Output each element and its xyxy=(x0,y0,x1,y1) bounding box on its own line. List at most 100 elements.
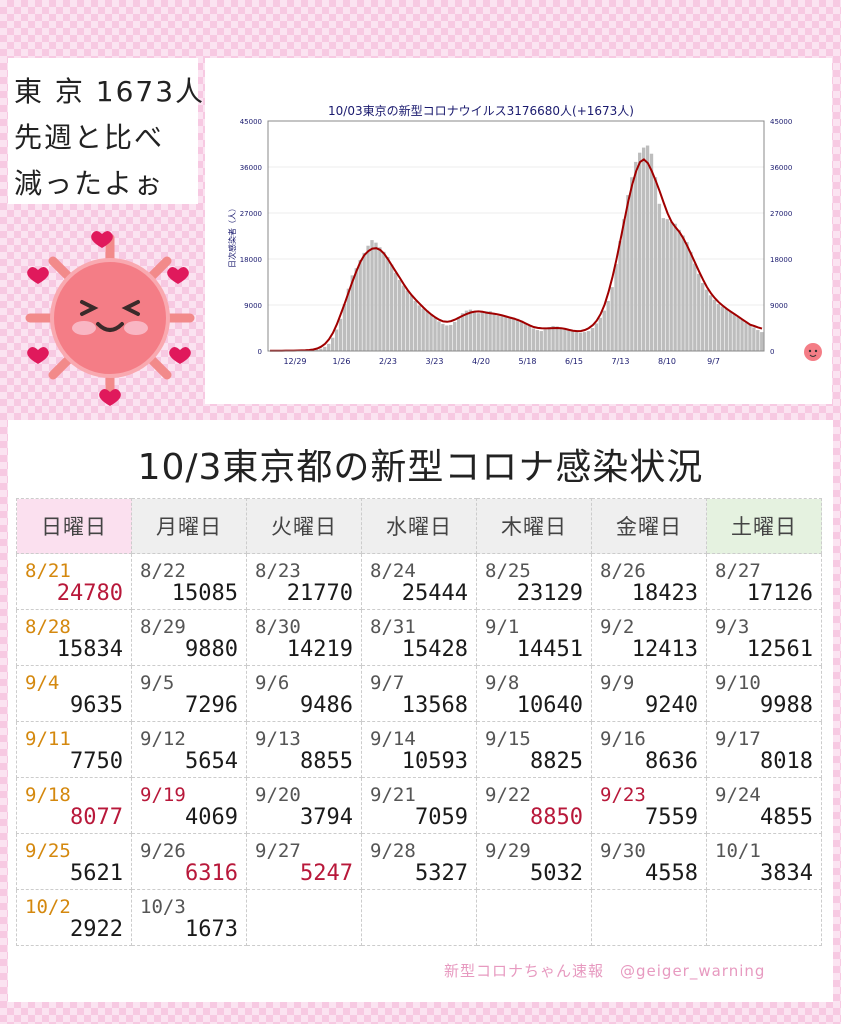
day-date: 10/2 xyxy=(25,896,71,918)
day-count: 5654 xyxy=(185,749,238,774)
day-date: 9/21 xyxy=(370,784,416,806)
chart-panel: 10/03東京の新型コロナウイルス3176680人(+1673人) 日次感染者（… xyxy=(205,58,832,404)
chart-bar xyxy=(665,219,669,351)
chart-bar xyxy=(350,275,355,351)
day-date: 9/10 xyxy=(715,672,761,694)
chart-bar xyxy=(661,218,665,351)
chart-bar xyxy=(681,235,685,351)
chart-bar xyxy=(673,223,677,351)
table-row: 10/2 2922 10/3 1673 xyxy=(16,889,822,946)
day-date: 9/26 xyxy=(140,840,186,862)
chart-bar xyxy=(358,260,362,351)
chart-bar xyxy=(425,310,429,351)
day-count: 13568 xyxy=(401,693,468,718)
chart-bar xyxy=(567,330,571,351)
chart-bar xyxy=(582,332,587,351)
day-count: 23129 xyxy=(516,581,583,606)
chart-bar xyxy=(626,195,630,351)
day-count: 21770 xyxy=(286,581,353,606)
day-count: 12413 xyxy=(631,637,698,662)
day-cell: 8/26 18423 xyxy=(591,553,707,610)
chart-bar xyxy=(610,287,614,351)
day-cell: 9/23 7559 xyxy=(591,777,707,834)
day-cell: 8/27 17126 xyxy=(706,553,822,610)
x-tick-label: 5/18 xyxy=(519,357,537,366)
x-tick-label: 3/23 xyxy=(426,357,444,366)
chart-bar xyxy=(720,306,725,351)
chart-bar xyxy=(330,337,335,351)
day-date: 8/23 xyxy=(255,560,301,582)
chart-bar xyxy=(531,328,536,351)
chart-bar xyxy=(334,329,339,351)
day-cell: 9/24 4855 xyxy=(706,777,822,834)
day-cell: 9/17 8018 xyxy=(706,721,822,778)
y-tick-left: 27000 xyxy=(240,210,262,218)
chart-bar xyxy=(594,323,599,351)
table-row: 8/21 24780 8/22 15085 8/23 21770 8/24 25444 8/25… xyxy=(16,553,822,610)
chart-bar xyxy=(523,322,528,351)
chart-bar xyxy=(551,325,555,351)
x-tick-label: 9/7 xyxy=(707,357,720,366)
chart-bar xyxy=(393,272,398,351)
chart-bar xyxy=(760,332,764,351)
day-cell: 9/21 7059 xyxy=(361,777,477,834)
chart-bar xyxy=(669,221,673,351)
chart-bar xyxy=(508,316,512,351)
chart-bar xyxy=(571,331,575,351)
day-cell xyxy=(706,889,822,946)
weekday-header: 月曜日 xyxy=(131,498,247,554)
day-count: 2922 xyxy=(70,917,123,942)
day-count: 8636 xyxy=(645,749,698,774)
day-count: 9635 xyxy=(70,693,123,718)
page-title: 10/3東京都の新型コロナ感染状況 xyxy=(137,447,704,488)
day-count: 7296 xyxy=(185,693,238,718)
day-date: 9/24 xyxy=(715,784,761,806)
day-cell: 9/19 4069 xyxy=(131,777,247,834)
day-count: 5621 xyxy=(70,861,123,886)
chart-bar xyxy=(354,268,358,351)
day-cell: 9/6 9486 xyxy=(246,665,362,722)
day-date: 9/29 xyxy=(485,840,531,862)
chart-bar xyxy=(606,300,610,351)
day-date: 9/5 xyxy=(140,672,175,694)
chart-bar xyxy=(630,177,634,351)
chart-bar xyxy=(685,242,689,351)
x-tick-label: 8/10 xyxy=(658,357,676,366)
day-date: 9/12 xyxy=(140,728,186,750)
chart-bar xyxy=(374,242,378,351)
chart-bar xyxy=(338,318,343,351)
day-count: 4558 xyxy=(645,861,698,886)
chart-bar xyxy=(484,311,488,351)
chart: 10/03東京の新型コロナウイルス3176680人(+1673人) 日次感染者（… xyxy=(227,103,822,366)
day-date: 9/8 xyxy=(485,672,520,694)
chart-bar xyxy=(362,252,366,351)
x-tick-label: 2/23 xyxy=(379,357,397,366)
chart-bar xyxy=(401,285,406,351)
day-date: 9/17 xyxy=(715,728,761,750)
day-count: 4855 xyxy=(760,805,813,830)
day-cell: 8/28 15834 xyxy=(16,609,132,666)
day-count: 4069 xyxy=(185,805,238,830)
chart-bar xyxy=(614,264,618,351)
day-count: 3834 xyxy=(760,861,813,886)
day-date: 9/14 xyxy=(370,728,416,750)
chart-bar xyxy=(433,317,437,351)
day-cell: 9/2 12413 xyxy=(591,609,707,666)
day-count: 8077 xyxy=(70,805,123,830)
chart-bar xyxy=(701,283,705,351)
table-row: 9/18 8077 9/19 4069 9/20 3794 9/21 7059 9/22 8850… xyxy=(16,777,822,834)
x-tick-label: 12/29 xyxy=(283,357,306,366)
weekday-header: 火曜日 xyxy=(246,498,362,554)
day-date: 9/7 xyxy=(370,672,405,694)
day-cell: 8/30 14219 xyxy=(246,609,362,666)
chart-bar xyxy=(641,147,646,351)
y-tick-right: 0 xyxy=(770,348,774,356)
chart-bar xyxy=(500,316,504,351)
day-count: 12561 xyxy=(746,637,813,662)
chart-bar xyxy=(732,313,736,351)
chart-bar xyxy=(575,332,579,351)
day-cell: 9/10 9988 xyxy=(706,665,822,722)
chart-bar xyxy=(496,315,500,351)
day-count: 9240 xyxy=(645,693,698,718)
chart-bar xyxy=(378,247,382,351)
